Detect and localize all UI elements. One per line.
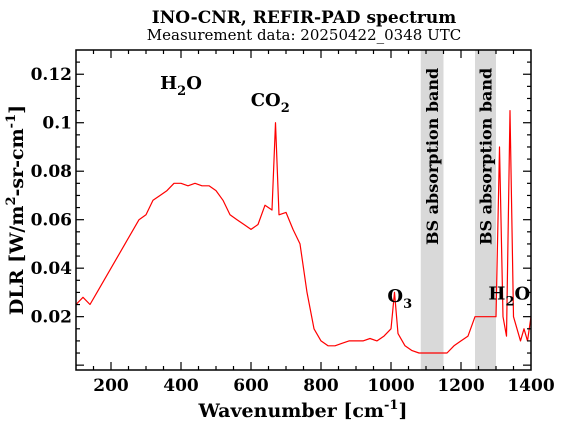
chart-subtitle: Measurement data: 20250422_0348 UTC — [147, 26, 461, 44]
annotation-h2o-right: H2O — [488, 284, 530, 310]
y-tick-label: 0.02 — [31, 308, 72, 328]
absorption-band-1 — [420, 50, 444, 370]
annotation-o3: O3 — [387, 286, 412, 312]
x-tick-label: 1000 — [367, 376, 414, 396]
absorption-bands — [420, 50, 496, 370]
x-tick-label: 1200 — [437, 376, 484, 396]
spectrum-series — [75, 110, 532, 354]
x-tick-label: 200 — [93, 376, 129, 396]
y-axis-title: DLR [W/m2-sr-cm-1] — [4, 105, 28, 315]
x-tick-label: 800 — [303, 376, 339, 396]
y-tick-label: 0.06 — [31, 211, 72, 231]
annotation-h2o-left: H2O — [160, 73, 202, 99]
band-label-2: BS absorption band — [477, 68, 496, 245]
x-tick-label: 600 — [233, 376, 269, 396]
spectrum-line-1 — [75, 110, 532, 354]
x-tick-label: 400 — [163, 376, 199, 396]
x-axis-title: Wavenumber [cm-1] — [198, 398, 408, 422]
band-labels: BS absorption band BS absorption band — [423, 68, 495, 245]
chart-title: INO-CNR, REFIR-PAD spectrum — [152, 8, 456, 28]
x-axis-ticks: 200 400 600 800 1000 1200 1400 — [92, 50, 555, 396]
absorption-band-2 — [475, 50, 496, 370]
y-tick-label: 0.1 — [42, 114, 72, 134]
y-tick-label: 0.08 — [31, 162, 72, 182]
y-tick-label: 0.04 — [31, 259, 73, 279]
band-label-1: BS absorption band — [423, 68, 442, 245]
annotations: H2O CO2 O3 H2O — [160, 73, 530, 312]
annotation-co2: CO2 — [251, 90, 290, 116]
y-tick-label: 0.12 — [31, 65, 72, 85]
plot-frame — [75, 49, 532, 371]
y-axis-ticks: 0.02 0.04 0.06 0.08 0.1 0.12 — [31, 61, 531, 366]
x-tick-label: 1400 — [507, 376, 554, 396]
